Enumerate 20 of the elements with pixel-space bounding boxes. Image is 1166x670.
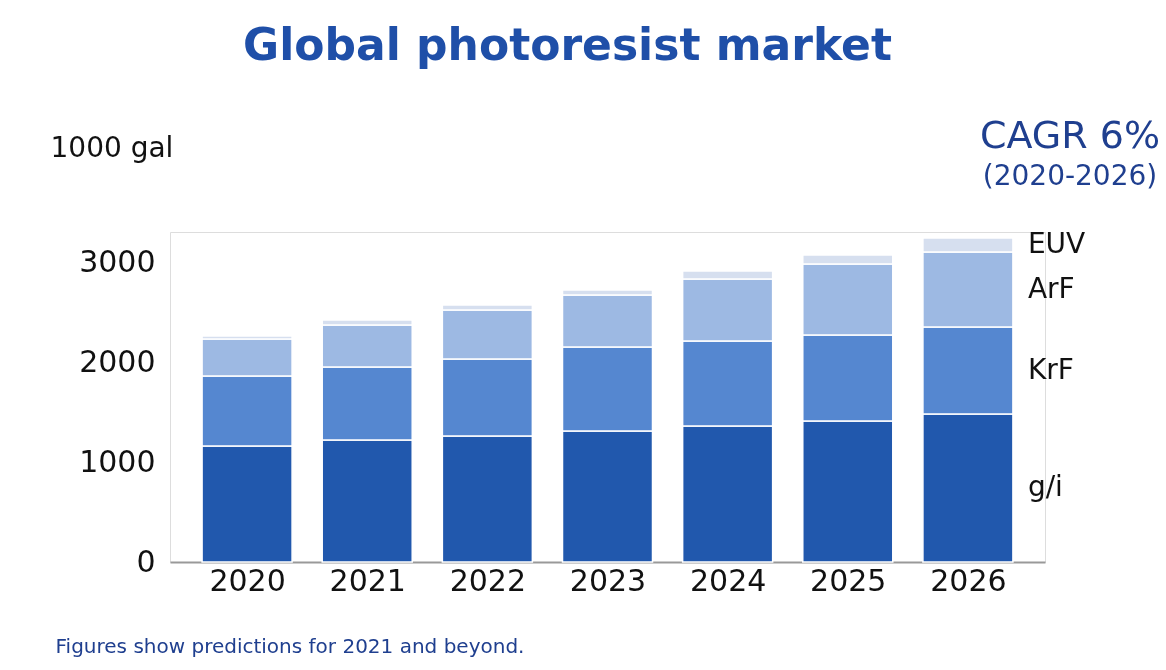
x-tick-label: 2021	[329, 562, 406, 598]
y-tick-label: 3000	[79, 243, 156, 279]
x-tick-label: 2026	[930, 562, 1007, 598]
y-tick-label: 2000	[79, 343, 156, 379]
y-tick-label: 1000	[79, 443, 156, 479]
text: (2020-2026)	[982, 159, 1158, 192]
x-tick-label: 2022	[449, 562, 527, 598]
x-tick-label: 2020	[209, 562, 286, 598]
y-axis-title: 1000 gal	[50, 130, 174, 164]
x-tick-label: 2025	[810, 562, 887, 598]
series-label: g/i	[1027, 470, 1063, 503]
chart-title: Global photoresist market	[243, 19, 892, 70]
x-tick-label: 2023	[569, 562, 647, 598]
text: Figures show predictions for 2021 and beyond.	[55, 634, 525, 658]
series-label: ArF	[1027, 271, 1075, 305]
series-label: KrF	[1027, 352, 1074, 386]
text: CAGR 6%	[979, 113, 1161, 157]
y-tick-label: 0	[136, 543, 156, 579]
series-label: EUV	[1027, 227, 1086, 260]
x-tick-label: 2024	[689, 562, 767, 598]
